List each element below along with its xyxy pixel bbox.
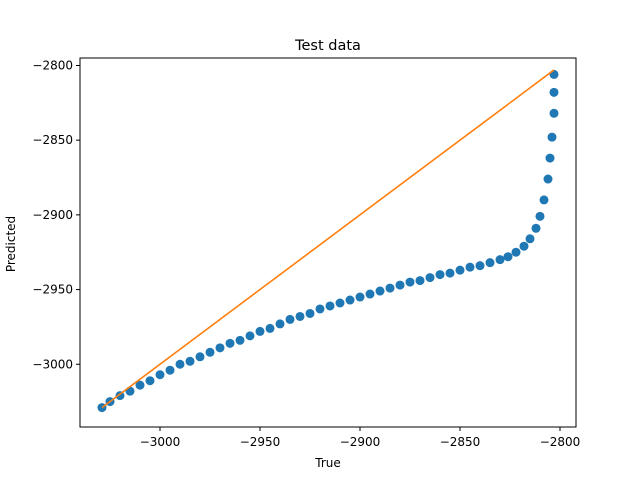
scatter-point	[545, 153, 555, 163]
scatter-point	[511, 247, 521, 257]
scatter-point	[325, 301, 335, 311]
y-tick-label: −2800	[32, 58, 73, 72]
scatter-point	[315, 304, 325, 314]
x-axis-label: True	[314, 456, 341, 470]
scatter-point	[549, 87, 559, 97]
scatter-point	[285, 314, 295, 324]
scatter-point	[519, 241, 529, 251]
scatter-point	[475, 261, 485, 271]
scatter-point	[245, 331, 255, 341]
scatter-point	[185, 356, 195, 366]
x-tick-label: −2800	[540, 435, 581, 449]
scatter-point	[525, 234, 535, 244]
plot-frame	[79, 57, 577, 428]
scatter-point	[415, 276, 425, 286]
scatter-point	[215, 343, 225, 353]
scatter-point	[375, 286, 385, 296]
scatter-point	[445, 268, 455, 278]
reference-line	[101, 69, 555, 409]
scatter-point	[495, 255, 505, 265]
scatter-point	[543, 174, 553, 184]
scatter-point	[535, 211, 545, 221]
scatter-point	[355, 292, 365, 302]
scatter-point	[265, 323, 275, 333]
scatter-point	[175, 359, 185, 369]
scatter-point	[425, 273, 435, 283]
scatter-point	[145, 376, 155, 386]
scatter-point	[205, 347, 215, 357]
axis-ticks: −3000 −2950 −2900 −2850 −2800 −3000 −2950 −2900…	[32, 58, 580, 449]
y-tick-label: −2900	[32, 208, 73, 222]
scatter-point	[275, 319, 285, 329]
scatter-point	[455, 265, 465, 275]
scatter-point	[335, 298, 345, 308]
scatter-point	[405, 277, 415, 287]
scatter-point	[255, 326, 265, 336]
x-tick-label: −2950	[240, 435, 281, 449]
x-tick-label: −2850	[440, 435, 481, 449]
scatter-point	[225, 338, 235, 348]
scatter-point	[547, 132, 557, 142]
scatter-point	[395, 280, 405, 290]
y-tick-label: −2850	[32, 133, 73, 147]
scatter-point	[165, 365, 175, 375]
plot-marks	[97, 69, 559, 413]
scatter-point	[435, 270, 445, 280]
scatter-point	[345, 295, 355, 305]
scatter-point	[295, 311, 305, 321]
scatter-point	[365, 289, 375, 299]
scatter-point	[549, 69, 559, 79]
scatter-point	[531, 223, 541, 233]
scatter-point	[235, 335, 245, 345]
y-tick-label: −3000	[32, 357, 73, 371]
scatter-point	[539, 195, 549, 205]
scatter-point	[465, 262, 475, 272]
scatter-point	[549, 108, 559, 118]
scatter-point	[195, 352, 205, 362]
y-tick-label: −2950	[32, 283, 73, 297]
x-tick-label: −3000	[140, 435, 181, 449]
y-axis-label: Predicted	[4, 216, 18, 272]
scatter-point	[125, 386, 135, 396]
scatter-point	[155, 370, 165, 380]
scatter-point	[305, 308, 315, 318]
scatter-point	[485, 258, 495, 268]
scatter-point	[135, 380, 145, 390]
chart-title: Test data	[294, 38, 361, 54]
x-tick-label: −2900	[340, 435, 381, 449]
scatter-point	[503, 252, 513, 262]
scatter-point	[385, 283, 395, 293]
